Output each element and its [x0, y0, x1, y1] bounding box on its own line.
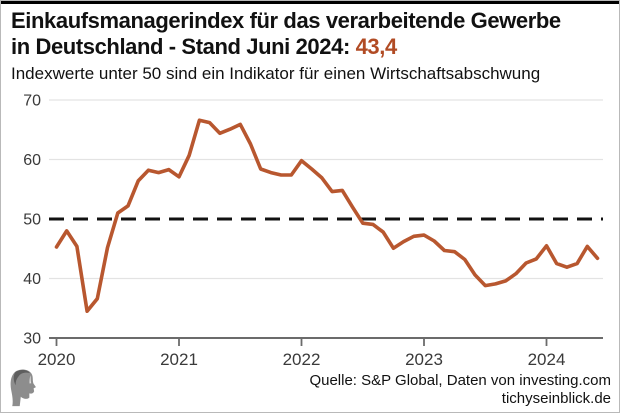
source-attribution: Quelle: S&P Global, Daten von investing.…: [309, 372, 611, 408]
title-line-1: Einkaufsmanagerindex für das verarbeiten…: [11, 8, 561, 33]
source-line: Quelle: S&P Global, Daten von investing.…: [309, 372, 611, 389]
header: Einkaufsmanagerindex für das verarbeiten…: [11, 8, 613, 83]
y-tick-label: 30: [23, 331, 41, 348]
title-current-value: 43,4: [355, 34, 398, 59]
x-tick-label: 2021: [160, 350, 198, 369]
y-tick-label: 40: [23, 271, 41, 288]
page-title: Einkaufsmanagerindex für das verarbeiten…: [11, 8, 613, 60]
x-tick-label: 2023: [405, 350, 443, 369]
pmi-line-chart: 30 40 50 60 70 2020 2021 2022 2023 2024: [23, 93, 603, 369]
website-line: tichyseinblick.de: [501, 390, 611, 407]
title-line-2-text: in Deutschland - Stand Juni 2024:: [11, 34, 356, 59]
top-accent-bar: [1, 1, 619, 4]
subtitle: Indexwerte unter 50 sind ein Indikator f…: [11, 64, 541, 83]
classical-head-icon: [10, 369, 36, 407]
y-tick-label: 60: [23, 152, 41, 169]
title-line-2: in Deutschland - Stand Juni 2024: 43,4: [11, 34, 613, 60]
pmi-series-line: [54, 118, 600, 313]
x-tick-label: 2020: [38, 350, 76, 369]
x-tick-label: 2024: [528, 350, 566, 369]
y-tick-label: 70: [23, 93, 41, 110]
x-tick-label: 2022: [283, 350, 321, 369]
tichys-einblick-logo: [8, 367, 40, 409]
y-tick-label: 50: [23, 212, 41, 229]
